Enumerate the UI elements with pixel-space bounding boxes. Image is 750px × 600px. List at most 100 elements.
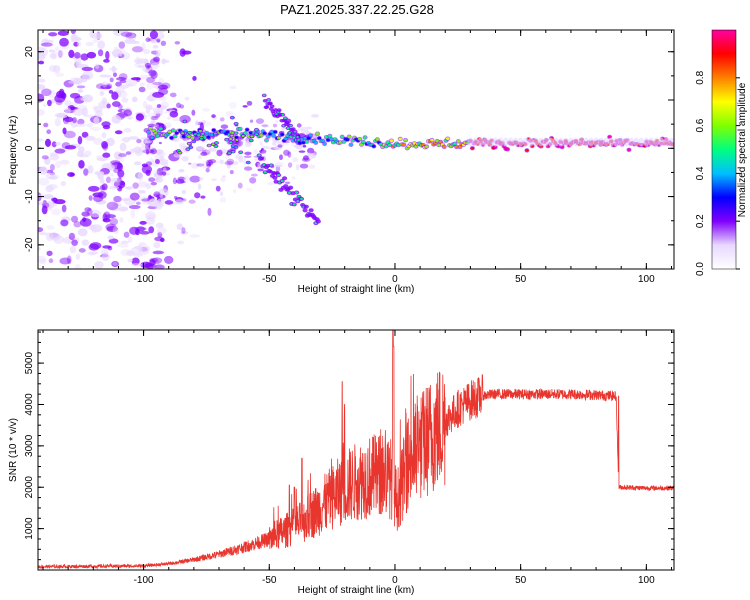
spectrogram-blob — [136, 181, 149, 188]
spectrogram-blob — [144, 139, 153, 144]
spectrogram-blob — [184, 96, 190, 101]
spectrogram-blob — [128, 205, 141, 210]
spectrogram-blob — [123, 127, 132, 133]
spectrogram-blob — [227, 152, 231, 155]
spectrogram-blob — [467, 137, 474, 147]
spectrogram-blob — [125, 186, 133, 190]
spectrogram-blob — [321, 139, 325, 143]
spectrogram-blob — [176, 102, 181, 109]
spectrogram-blob — [69, 245, 77, 254]
spectrogram-blob — [277, 144, 283, 148]
spectrogram-blob — [67, 172, 75, 177]
spectrogram-blob — [155, 49, 161, 57]
spectrogram-blob — [155, 113, 161, 117]
spectrogram-blob — [123, 109, 133, 117]
spectrogram-blob — [292, 203, 296, 206]
spectrogram-blob — [502, 137, 509, 147]
spectrogram-blob — [38, 232, 48, 236]
spectrogram-blob — [648, 137, 655, 147]
spectrogram-blob — [633, 137, 640, 147]
spectrogram-blob — [144, 69, 149, 73]
spectrogram-blob — [141, 42, 146, 51]
spectrogram-blob — [47, 99, 52, 107]
spectrogram-blob — [225, 138, 229, 141]
spectrogram-blob — [613, 137, 620, 147]
spectrogram-blob — [189, 146, 193, 149]
spectrogram-blob — [38, 60, 45, 65]
spectrogram-blob — [46, 129, 52, 135]
spectrogram-blob — [284, 117, 287, 120]
spectrogram-blob — [88, 243, 100, 251]
spectrogram-blob — [148, 194, 152, 200]
spectrogram-blob — [111, 115, 122, 124]
colorbar-tick-label: 0.4 — [695, 166, 706, 180]
spectrogram-blob — [153, 191, 161, 198]
spectrogram-blob — [169, 136, 174, 140]
spectrogram-blob — [117, 243, 129, 248]
spectrogram-blob — [226, 158, 235, 165]
colorbar-gradient — [711, 29, 737, 270]
spectrogram-blob — [293, 130, 297, 133]
spectrogram-blob — [145, 169, 151, 176]
spectrogram-blob — [259, 141, 263, 146]
spectrogram-blob — [155, 177, 160, 182]
spectrogram-blob — [101, 131, 107, 139]
spectrogram-frame — [37, 29, 675, 270]
spectrogram-blob — [424, 145, 429, 148]
spectrogram-blob — [134, 62, 142, 68]
spectrogram-blob — [171, 129, 176, 132]
spectrogram-blob — [95, 109, 103, 118]
spectrogram-blob — [108, 185, 120, 190]
spectrogram-blob — [340, 135, 344, 139]
spectrogram-blob — [49, 152, 58, 157]
spectrogram-blob — [251, 173, 258, 177]
x-tick-label: 50 — [515, 575, 527, 586]
spectrogram-blob — [208, 159, 217, 164]
spectrogram-blob — [102, 81, 108, 88]
spectrogram-blob — [264, 138, 269, 142]
spectrogram-blob — [588, 137, 595, 147]
spectrogram-blob — [653, 137, 660, 147]
spectrogram-blob — [437, 143, 441, 147]
spectrogram-blob — [288, 131, 292, 134]
spectrogram-blob — [152, 250, 165, 255]
spectrogram-blob — [361, 140, 366, 144]
figure-title: PAZ1.2025.337.22.25.G28 — [280, 2, 434, 17]
spectrogram-blob — [198, 155, 202, 159]
spectrogram-blob — [84, 207, 92, 212]
spectrogram-blob — [145, 106, 155, 111]
spectrogram-blob — [216, 149, 223, 157]
spectrogram-blob — [477, 137, 484, 147]
spectrogram-blob — [112, 261, 118, 266]
spectrogram-blob — [273, 130, 278, 134]
spectrogram-blob — [61, 92, 67, 99]
spectrogram-blob — [106, 164, 116, 171]
spectrogram-blob — [135, 201, 141, 205]
spectrogram-blob — [192, 75, 197, 81]
spectrogram-blob — [257, 168, 264, 172]
spectrogram-blob — [287, 191, 291, 194]
spectrogram-blob — [77, 118, 85, 125]
spectrogram-blob — [56, 114, 68, 119]
spectrogram-blob — [181, 132, 185, 135]
spectrogram-blob — [99, 185, 106, 191]
spectrogram-blob — [347, 135, 352, 139]
spectrogram-blob — [120, 248, 132, 257]
spectrogram-blob — [46, 205, 53, 211]
spectrogram-blob — [118, 73, 128, 80]
spectrogram-blob — [150, 148, 158, 155]
spectrogram-blob — [445, 137, 450, 141]
spectrogram-blob — [76, 150, 85, 158]
spectrogram-ylabel: Frequency (Hz) — [8, 116, 19, 185]
spectrogram-blob — [301, 157, 311, 162]
spectrogram-blob — [41, 155, 49, 160]
spectrogram-blob — [300, 197, 303, 200]
spectrogram-blob — [148, 157, 154, 165]
spectrogram-blob — [145, 213, 157, 221]
spectrogram-blob — [248, 131, 253, 135]
spectrogram-blob — [389, 139, 394, 143]
spectrogram-blob — [157, 30, 166, 33]
spectrogram-blob — [328, 134, 332, 138]
spectrogram-blob — [53, 65, 61, 74]
spectrogram-blob — [547, 137, 554, 147]
